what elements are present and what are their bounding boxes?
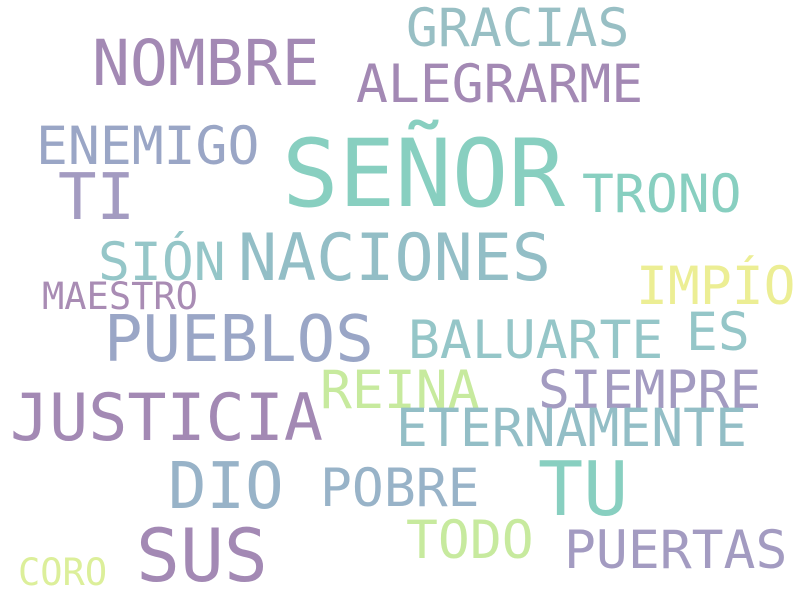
word-enemigo: ENEMIGO: [36, 116, 260, 177]
word-todo: TODO: [406, 510, 534, 571]
word-ti: TI: [58, 161, 136, 235]
word-impio: IMPÍO: [636, 256, 796, 317]
word-puertas: PUERTAS: [564, 520, 788, 581]
word-sion: SIÓN: [98, 232, 226, 293]
word-nombre: NOMBRE: [92, 27, 320, 100]
word-dio: DIO: [168, 450, 284, 524]
word-gracias: GRACIAS: [406, 0, 630, 59]
word-es: ES: [686, 302, 750, 363]
word-pobre: POBRE: [320, 458, 480, 519]
word-senor: SEÑOR: [282, 120, 565, 229]
word-tu: TU: [538, 445, 629, 533]
word-pueblos: PUEBLOS: [104, 303, 374, 377]
word-reina: REINA: [320, 360, 480, 421]
word-coro: CORO: [18, 551, 108, 594]
word-trono: TRONO: [582, 164, 742, 225]
word-siempre: SIEMPRE: [538, 360, 762, 421]
word-maestro: MAESTRO: [42, 275, 198, 318]
word-naciones: NACIONES: [238, 221, 552, 296]
word-sus: SUS: [136, 514, 268, 599]
word-alegrarme: ALEGRARME: [356, 54, 644, 115]
word-baluarte: BALUARTE: [408, 310, 664, 371]
word-eternamente: ETERNAMENTE: [396, 398, 747, 459]
word-justicia: JUSTICIA: [10, 381, 324, 456]
